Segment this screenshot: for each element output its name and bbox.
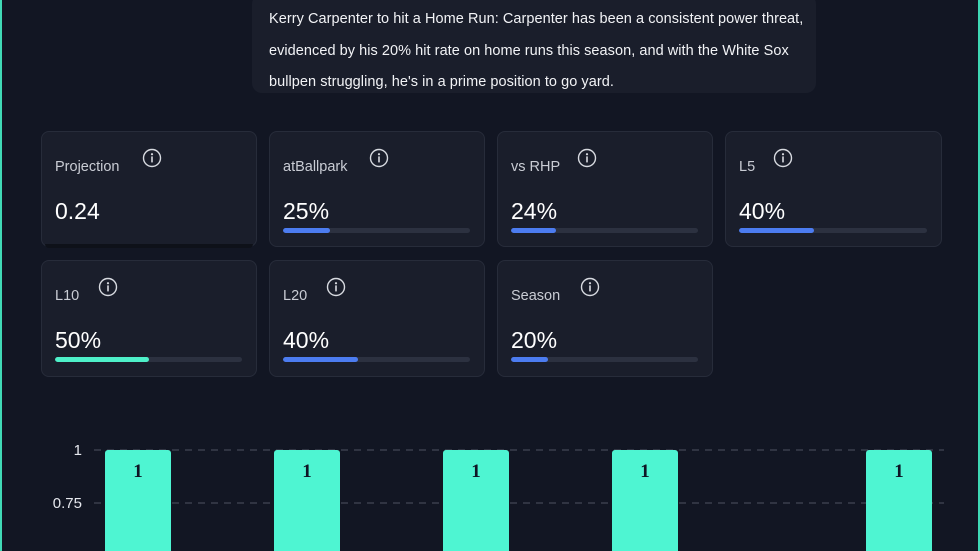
progress-fill (283, 228, 330, 233)
progress-track (283, 357, 470, 362)
progress-fill (739, 228, 815, 233)
stat-card-l5: L5 40% (725, 131, 942, 247)
stat-value: 25% (283, 198, 330, 224)
info-icon[interactable] (577, 148, 597, 168)
bar-data-label: 1 (894, 461, 904, 482)
bar[interactable] (866, 450, 932, 551)
bar[interactable] (274, 450, 340, 551)
stat-label: L20 (283, 288, 308, 304)
progress-track (511, 357, 698, 362)
bar[interactable] (443, 450, 509, 551)
stat-card-atballpark: atBallpark 25% (269, 131, 485, 247)
progress-track (55, 357, 242, 362)
info-icon[interactable] (142, 148, 162, 168)
progress-fill (511, 357, 549, 362)
stat-value: 50% (55, 327, 102, 353)
bar-data-label: 1 (302, 461, 312, 482)
info-icon[interactable] (98, 277, 118, 297)
info-icon[interactable] (369, 148, 389, 168)
stat-label: L10 (55, 288, 80, 304)
y-tick-label: 0.75 (53, 495, 82, 512)
info-icon[interactable] (326, 277, 346, 297)
stat-label: vs RHP (511, 159, 561, 175)
y-tick-label: 1 (74, 442, 82, 459)
stat-label: atBallpark (283, 159, 348, 175)
stat-label: Season (511, 288, 561, 304)
stat-card-projection: Projection 0.24 (41, 131, 257, 248)
progress-track (511, 228, 698, 233)
bar[interactable] (105, 450, 171, 551)
stat-value: 40% (739, 198, 786, 224)
progress-fill (511, 228, 556, 233)
progress-track (739, 228, 927, 233)
bar[interactable] (612, 450, 678, 551)
card-underline (45, 244, 253, 248)
info-icon[interactable] (580, 277, 600, 297)
insight-text: Kerry Carpenter to hit a Home Run: Carpe… (269, 11, 804, 90)
stat-value: 24% (511, 198, 558, 224)
bar-data-label: 1 (640, 461, 650, 482)
stat-card-l10: L10 50% (41, 260, 257, 377)
progress-fill (55, 357, 149, 362)
stat-value: 0.24 (55, 198, 100, 224)
stat-card-l20: L20 40% (269, 260, 485, 377)
bar-data-label: 1 (471, 461, 481, 482)
progress-fill (283, 357, 358, 362)
stat-value: 20% (511, 327, 558, 353)
progress-track (283, 228, 470, 233)
insight-card: Kerry Carpenter to hit a Home Run: Carpe… (252, 0, 816, 93)
stat-label: L5 (739, 159, 756, 175)
stat-label: Projection (55, 159, 120, 175)
stat-card-vs-rhp: vs RHP 24% (497, 131, 713, 247)
stat-value: 40% (283, 327, 330, 353)
bar-chart: 1 0.75 1 1 1 1 1 (53, 442, 944, 551)
bar-data-label: 1 (133, 461, 143, 482)
stat-card-season: Season 20% (497, 260, 713, 377)
info-icon[interactable] (773, 148, 793, 168)
